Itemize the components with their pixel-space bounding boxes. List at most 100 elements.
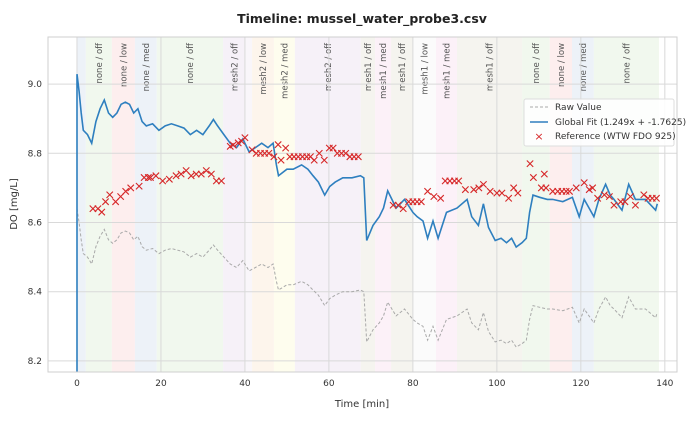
reference-point bbox=[172, 172, 180, 180]
reference-point bbox=[437, 194, 445, 202]
reference-point bbox=[475, 184, 483, 192]
band-label: none / off bbox=[186, 42, 196, 84]
band-10 bbox=[360, 37, 376, 372]
raw-value-line bbox=[76, 208, 658, 348]
chart-title: Timeline: mussel_water_probe3.csv bbox=[237, 11, 487, 27]
band-label: mesh1 / med bbox=[442, 43, 452, 99]
reference-point bbox=[229, 141, 237, 149]
reference-point bbox=[146, 173, 155, 182]
legend-reference-label: Reference (WTW FDO 925) bbox=[555, 132, 676, 142]
reference-point bbox=[127, 184, 135, 192]
band-label: none / low bbox=[557, 43, 567, 87]
reference-point bbox=[187, 172, 195, 180]
band-label: none / off bbox=[532, 42, 542, 84]
reference-point bbox=[626, 192, 634, 201]
reference-point bbox=[514, 189, 522, 197]
axis-ticks: 0 20 40 60 80 100 120 140 8.2 8.4 8.6 8.8 9.0 bbox=[28, 80, 674, 389]
reference-point bbox=[270, 153, 278, 161]
band-0 bbox=[76, 37, 86, 372]
reference-point bbox=[540, 170, 548, 178]
band-16 bbox=[522, 37, 550, 372]
reference-point bbox=[265, 149, 273, 157]
reference-point bbox=[165, 175, 173, 183]
reference-point bbox=[274, 141, 282, 149]
reference-point bbox=[101, 198, 110, 206]
reference-point bbox=[455, 177, 463, 185]
band-7 bbox=[252, 37, 274, 372]
reference-point bbox=[631, 201, 640, 209]
reference-point bbox=[589, 184, 597, 192]
reference-point bbox=[600, 191, 608, 199]
reference-point bbox=[585, 186, 593, 194]
reference-point bbox=[315, 149, 323, 157]
reference-point bbox=[202, 166, 210, 175]
band-label: mesh1 / off bbox=[398, 42, 408, 91]
reference-point bbox=[122, 187, 130, 195]
band-19 bbox=[593, 37, 659, 372]
y-tick-label: 8.6 bbox=[28, 218, 43, 228]
reference-point bbox=[207, 170, 215, 178]
reference-point bbox=[565, 187, 574, 195]
reference-point bbox=[310, 156, 318, 164]
reference-point bbox=[510, 184, 518, 192]
reference-point bbox=[159, 177, 167, 185]
reference-point bbox=[241, 134, 249, 142]
y-tick-label: 8.8 bbox=[28, 149, 43, 159]
reference-point bbox=[529, 173, 537, 182]
reference-point bbox=[423, 187, 432, 195]
reference-point bbox=[430, 192, 438, 201]
reference-point bbox=[479, 180, 488, 189]
reference-point bbox=[152, 172, 160, 180]
reference-point bbox=[399, 205, 407, 213]
reference-point bbox=[562, 187, 570, 195]
reference-point bbox=[329, 144, 337, 152]
reference-point bbox=[234, 139, 242, 147]
band-6 bbox=[245, 37, 253, 372]
reference-point bbox=[526, 160, 534, 168]
band-label: mesh2 / off bbox=[230, 42, 240, 91]
reference-point bbox=[461, 186, 469, 194]
band-14 bbox=[435, 37, 457, 372]
legend: Raw Value Global Fit (1.249x + -1.7625) … bbox=[523, 98, 686, 147]
reference-point bbox=[498, 189, 506, 197]
condition-bands: none / off none / low none / med none / off… bbox=[76, 37, 659, 372]
band-11 bbox=[375, 37, 392, 372]
reference-point bbox=[277, 156, 285, 164]
reference-point bbox=[106, 191, 114, 199]
band-1 bbox=[85, 37, 112, 372]
band-label: none / off bbox=[622, 42, 632, 84]
x-tick-label: 0 bbox=[74, 379, 80, 389]
y-tick-label: 8.4 bbox=[28, 288, 43, 298]
x-tick-label: 100 bbox=[488, 379, 505, 389]
x-tick-label: 120 bbox=[572, 379, 589, 389]
reference-point bbox=[505, 194, 513, 202]
reference-point bbox=[144, 173, 152, 182]
reference-point bbox=[282, 144, 290, 152]
reference-point bbox=[320, 156, 328, 164]
band-label: none / off bbox=[95, 42, 105, 84]
reference-point bbox=[135, 182, 143, 190]
x-tick-label: 40 bbox=[239, 379, 251, 389]
series-layer bbox=[76, 74, 661, 372]
legend-raw-label: Raw Value bbox=[555, 103, 602, 113]
reference-point bbox=[177, 170, 185, 178]
band-2 bbox=[111, 37, 135, 372]
reference-point bbox=[417, 198, 425, 206]
reference-point bbox=[580, 179, 588, 187]
x-tick-label: 80 bbox=[407, 379, 419, 389]
grid-lines bbox=[48, 37, 677, 372]
band-label: mesh2 / med bbox=[280, 43, 290, 99]
band-label: none / low bbox=[119, 43, 129, 87]
reference-point bbox=[652, 194, 661, 202]
reference-point bbox=[354, 153, 362, 161]
global-fit-line bbox=[76, 74, 659, 372]
reference-point bbox=[217, 177, 226, 185]
band-label: mesh2 / low bbox=[259, 43, 269, 95]
reference-point bbox=[197, 170, 205, 178]
reference-point bbox=[594, 194, 602, 202]
reference-point bbox=[486, 187, 494, 195]
x-axis-label: Time [min] bbox=[334, 399, 389, 410]
reference-point bbox=[572, 184, 580, 192]
band-label: mesh1 / off bbox=[364, 42, 374, 91]
